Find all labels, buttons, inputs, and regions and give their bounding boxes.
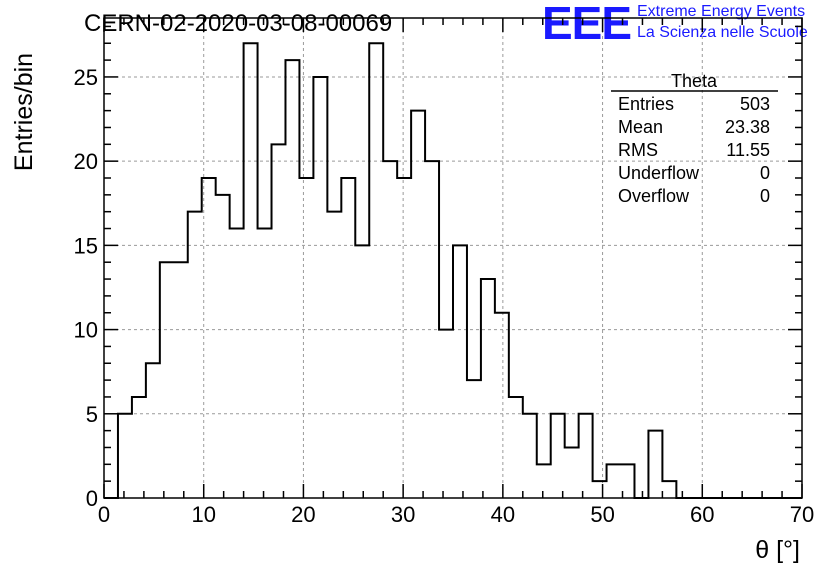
logo-line-2: La Scienza nelle Scuole (637, 24, 808, 41)
y-tick-label: 20 (74, 149, 98, 174)
x-tick-label: 70 (790, 502, 814, 527)
x-tick-labels: 0 10 20 30 40 50 60 70 (98, 502, 814, 527)
stats-row-value: 0 (760, 163, 770, 183)
stats-row-value: 503 (740, 94, 770, 114)
stats-row-value: 0 (760, 186, 770, 206)
grid-lines (104, 18, 802, 498)
plot-frame (103, 17, 803, 499)
axis-ticks (103, 18, 803, 499)
y-tick-label: 25 (74, 65, 98, 90)
x-axis-label: θ [°] (755, 536, 800, 564)
histogram-step-line (104, 42, 802, 499)
x-tick-label: 30 (391, 502, 415, 527)
chart-title: CERN-02-2020-03-08-00069 (84, 10, 393, 37)
x-tick-label: 50 (590, 502, 614, 527)
stats-box: Theta Entries 503 Mean 23.38 RMS 11.55 Underfl… (611, 71, 778, 206)
stats-box-rows: Entries 503 Mean 23.38 RMS 11.55 Underflow 0 Ove… (618, 94, 770, 206)
stats-box-title: Theta (671, 71, 718, 91)
stats-row-label: Overflow (618, 186, 690, 206)
stats-row-label: Underflow (618, 163, 700, 183)
y-tick-label: 0 (86, 486, 98, 511)
x-tick-label: 10 (191, 502, 215, 527)
stats-row-value: 23.38 (725, 117, 770, 137)
y-axis-label: Entries/bin (10, 53, 38, 171)
x-tick-label: 0 (98, 502, 110, 527)
y-tick-labels: 0 5 10 15 20 25 (74, 65, 98, 511)
y-tick-label: 5 (86, 402, 98, 427)
stats-row-label: RMS (618, 140, 658, 160)
x-tick-label: 40 (491, 502, 515, 527)
stats-row-value: 11.55 (726, 140, 770, 160)
x-tick-label: 60 (690, 502, 714, 527)
y-tick-label: 15 (74, 233, 98, 258)
x-tick-label: 20 (291, 502, 315, 527)
stats-row-label: Mean (618, 117, 663, 137)
logo-line-1: Extreme Energy Events (637, 3, 806, 20)
stats-row-label: Entries (618, 94, 674, 114)
y-tick-label: 10 (74, 318, 98, 343)
eee-logo-mark: EEE (542, 0, 632, 49)
